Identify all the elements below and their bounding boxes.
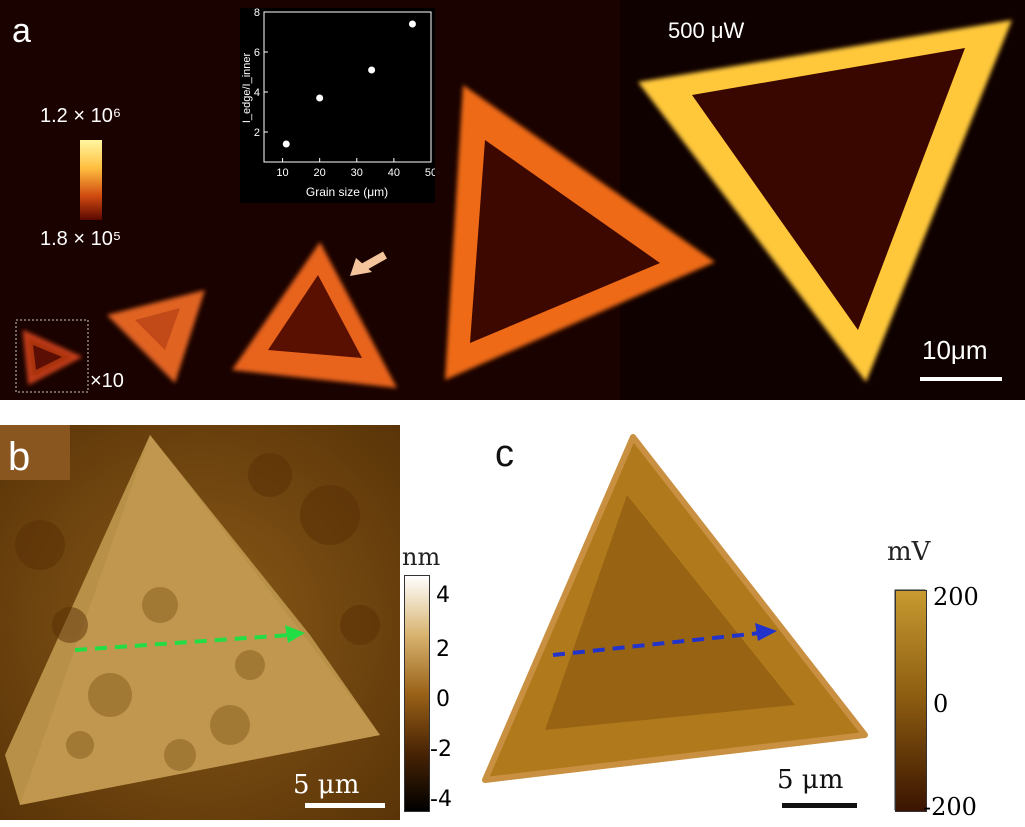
inset-x-tick-label: 20	[314, 167, 326, 179]
pointer-arrow	[350, 251, 387, 276]
pl-colorbar	[80, 140, 102, 220]
afm-scalebar	[305, 803, 385, 808]
kpfm-map-graphic	[482, 434, 926, 811]
inset-data-point	[282, 140, 290, 148]
pl-scalebar-label: 10μm	[922, 335, 988, 365]
inset-x-axis-label: Grain size (μm)	[306, 185, 388, 199]
pl-scalebar	[920, 377, 1002, 381]
inset-x-tick-label: 40	[388, 167, 400, 179]
kpfm-scalebar	[782, 803, 857, 808]
inset-data-point	[368, 66, 376, 74]
inset-y-tick-label: 2	[254, 127, 260, 139]
panel-b-label: b	[8, 435, 31, 479]
inset-y-tick-label: 8	[254, 8, 260, 19]
inset-plot-frame	[263, 11, 432, 163]
panel-c-label: c	[495, 433, 514, 475]
inset-data-point	[316, 94, 324, 102]
afm-colorbar-area: nm 4 2 0 -2 -4	[400, 425, 460, 820]
inset-y-axis: 2 4 6 8	[254, 7, 268, 139]
kpfm-colorbar-unit: mV	[887, 537, 931, 567]
panel-b-afm-height-map: b 5 μm	[0, 425, 400, 820]
inset-scatter-chart: 10 20 30 40 50 2 4 6 8 Grain size (μm) I_edge/I…	[240, 7, 437, 203]
afm-scalebar-label: 5 μm	[293, 770, 360, 800]
magnified-box	[15, 319, 89, 393]
afm-tick-1: 4	[436, 583, 450, 608]
panel-c-kpfm-potential-map: c mV 200 0 -200 5 μm	[455, 425, 1025, 825]
inset-x-tick-label: 30	[351, 167, 363, 179]
inset-y-axis-label: I_edge/I_inner	[241, 53, 253, 124]
inset-chart-svg: 10 20 30 40 50 2 4 6 8 Grain size (μm) I_edge/I…	[240, 7, 437, 203]
panel-a-label: a	[12, 12, 31, 50]
kpfm-profile-arrow	[552, 623, 777, 657]
kpfm-tick-1: 200	[933, 583, 979, 611]
inset-y-tick-label: 6	[254, 47, 260, 59]
kpfm-colorbar	[895, 590, 927, 812]
afm-colorbar-unit: nm	[402, 543, 441, 571]
colorbar-max-label: 1.2 × 10⁶	[40, 105, 122, 127]
afm-map-graphic	[0, 425, 400, 820]
kpfm-scalebar-label: 5 μm	[777, 765, 844, 795]
afm-tick-2: 2	[436, 637, 450, 662]
afm-tick-5: -4	[430, 787, 452, 812]
kpfm-tick-2: 0	[933, 690, 949, 718]
magnification-label: ×10	[90, 370, 124, 392]
afm-colorbar	[404, 575, 430, 812]
inset-x-tick-label: 50	[425, 167, 435, 179]
colorbar-min-label: 1.8 × 10⁵	[40, 228, 122, 250]
afm-profile-arrow	[74, 625, 305, 652]
afm-tick-3: 0	[436, 687, 450, 712]
pl-map-graphic	[0, 0, 1025, 400]
inset-x-axis: 10 20 30 40 50	[276, 158, 437, 179]
panel-a-photoluminescence-map: a 500 μW 1.2 × 10⁶ 1.8 × 10⁵ ×10 10μm 10…	[0, 0, 1025, 400]
kpfm-tick-3: -200	[923, 793, 977, 821]
inset-data-point	[408, 20, 416, 28]
inset-data-points	[282, 20, 416, 148]
power-label: 500 μW	[668, 18, 745, 43]
afm-tick-4: -2	[430, 737, 452, 762]
inset-y-tick-label: 4	[254, 87, 260, 99]
inset-x-tick-label: 10	[276, 167, 288, 179]
